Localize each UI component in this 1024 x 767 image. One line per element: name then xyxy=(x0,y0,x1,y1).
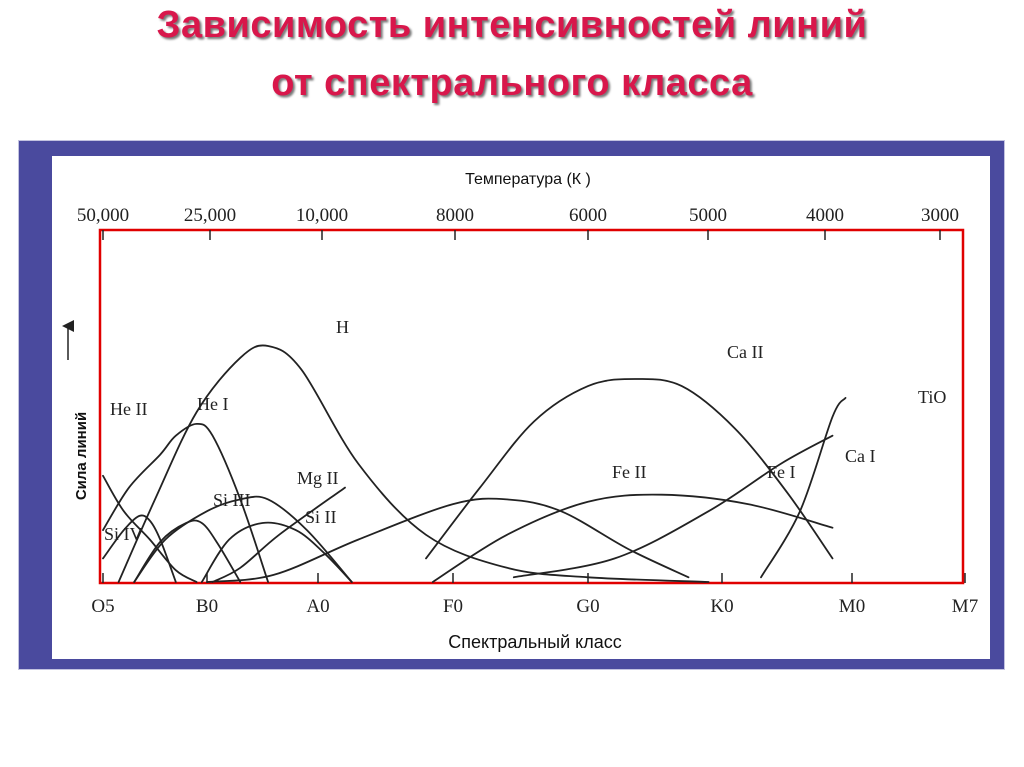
series-line-si-iv xyxy=(102,514,177,583)
series-label-mg-ii: Mg II xyxy=(297,468,339,488)
series-label-si-iii: Si III xyxy=(213,490,251,510)
top-tick-label: 10,000 xyxy=(296,205,348,226)
series-label-fe-i: Fe I xyxy=(767,462,796,482)
x-tick-label: B0 xyxy=(196,596,218,617)
series-label-he-i: He I xyxy=(197,394,228,414)
x-tick-label: M7 xyxy=(952,596,978,617)
series-line-fe-ii xyxy=(206,497,690,583)
chart-panel xyxy=(52,156,990,659)
series-line-si-ii xyxy=(200,521,353,583)
x-tick-label: F0 xyxy=(443,596,463,617)
plot-border xyxy=(98,228,965,585)
series-label-he-ii: He II xyxy=(110,399,147,419)
top-tick-label: 4000 xyxy=(806,205,844,226)
top-tick-label: 6000 xyxy=(569,205,607,226)
top-tick-label: 25,000 xyxy=(184,205,236,226)
series-label-ca-i: Ca I xyxy=(845,446,876,466)
series-line-si-iii xyxy=(133,519,242,583)
x-tick-label: M0 xyxy=(839,596,865,617)
y-axis-title: Сила линий xyxy=(73,412,90,500)
x-axis-title: Спектральный класс xyxy=(448,632,622,652)
top-tick-label: 8000 xyxy=(436,205,474,226)
top-tick-label: 3000 xyxy=(921,205,959,226)
x-tick-label: O5 xyxy=(91,596,114,617)
series-label-tio: TiO xyxy=(918,387,946,407)
series-line-ca-i xyxy=(512,434,834,579)
x-tick-label: G0 xyxy=(576,596,599,617)
series-label-fe-ii: Fe II xyxy=(612,462,647,482)
series-line-tio xyxy=(760,397,847,579)
slide-title-line-2: от спектрального класса xyxy=(271,62,753,104)
series-line-fe-i xyxy=(431,493,834,583)
series-label-ca-ii: Ca II xyxy=(727,342,763,362)
curves xyxy=(102,344,847,583)
top-tick-label: 50,000 xyxy=(77,205,129,226)
series-line-he-ii xyxy=(102,474,198,583)
top-axis-title: Температура (К ) xyxy=(465,171,591,188)
series-line-ca-ii xyxy=(425,378,834,560)
slide-title-line-1: Зависимость интенсивностей линий xyxy=(156,4,868,46)
series-line-unlabelled xyxy=(211,486,346,583)
top-tick-label: 5000 xyxy=(689,205,727,226)
series-label-si-iv: Si IV xyxy=(104,524,143,544)
labels: 50,000 25,000 10,000 8000 6000 5000 4000 3000 O5… xyxy=(73,171,978,652)
x-tick-label: A0 xyxy=(306,596,329,617)
series-label-h: H xyxy=(336,317,349,337)
x-tick-label: K0 xyxy=(710,596,733,617)
series-line-mg-ii xyxy=(133,495,353,583)
series-label-si-ii: Si II xyxy=(305,507,337,527)
